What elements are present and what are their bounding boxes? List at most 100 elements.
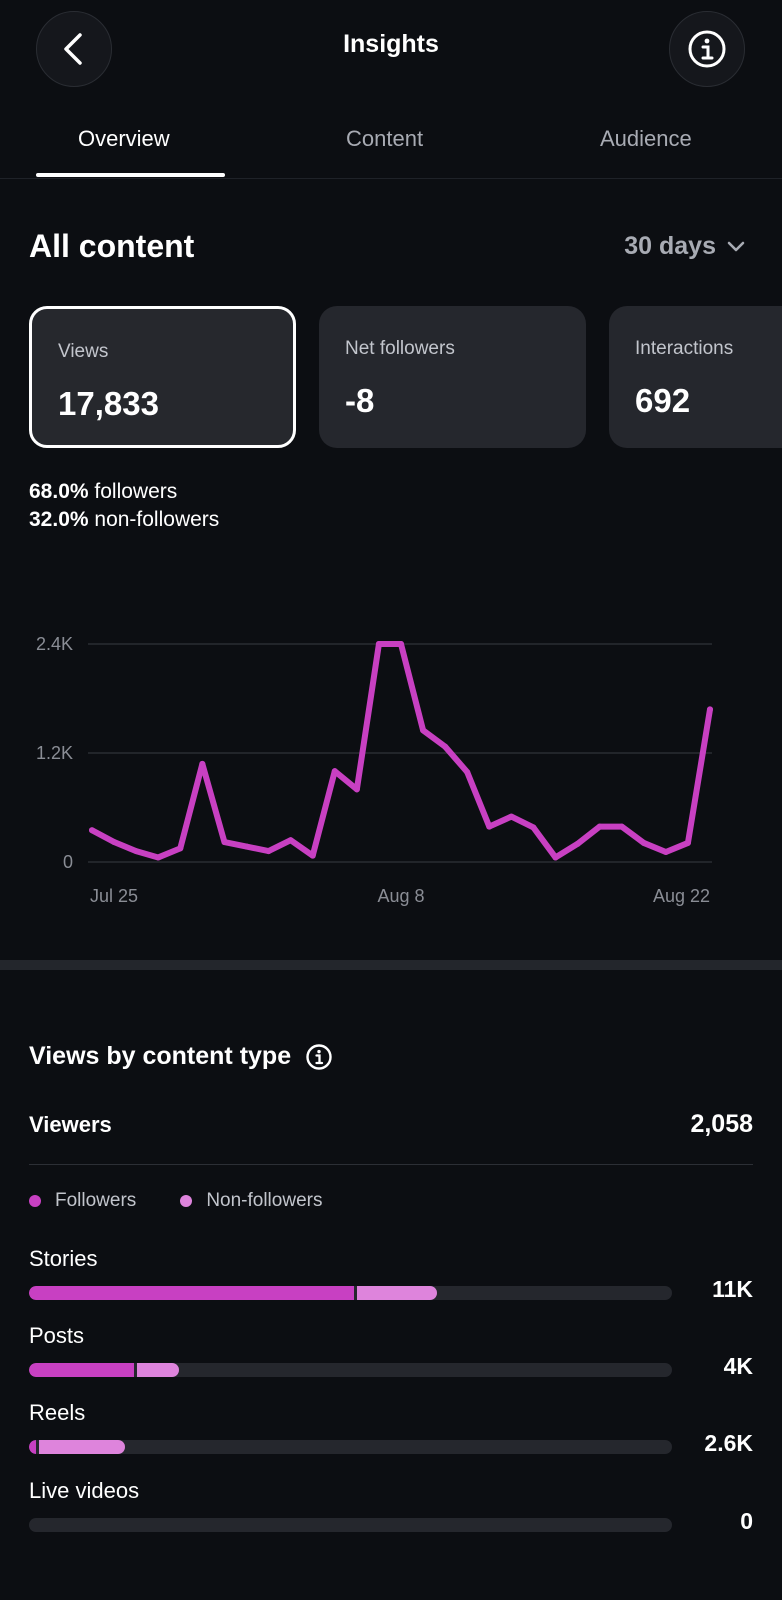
net-followers-card[interactable]: Net followers -8 [319,306,586,448]
info-icon[interactable] [305,1043,333,1071]
back-button[interactable] [36,11,112,87]
non-followers-dot-icon [180,1195,193,1207]
content-type-row-reels: Reels 2.6K [29,1400,753,1474]
data-point [552,854,559,861]
followers-dot-icon [29,1195,41,1207]
viewers-value: 2,058 [690,1110,753,1138]
content-type-label: Live videos [29,1478,140,1503]
y-tick-label: 0 [63,852,73,872]
data-point [442,743,449,750]
viewers-label: Viewers [29,1112,112,1137]
content-type-label: Reels [29,1400,86,1425]
tab-audience[interactable]: Audience [600,126,692,151]
info-button[interactable] [669,11,745,87]
data-point [177,845,184,852]
data-point [618,823,625,830]
card-label: Net followers [345,338,455,359]
card-value: 17,833 [58,385,159,422]
page-title: Insights [343,30,439,58]
data-point [265,848,272,855]
data-point [331,768,338,775]
data-point [375,641,382,647]
followers-line: 68.0% followers [29,478,219,506]
card-label: Interactions [635,338,734,359]
content-type-bar [29,1440,672,1454]
viewers-row: Viewers 2,058 [29,1108,753,1165]
content-type-bar [29,1518,672,1532]
legend-followers: Followers [29,1190,136,1212]
legend-non-followers: Non-followers [180,1190,322,1212]
non-followers-segment [136,1363,179,1377]
date-range-label: 30 days [624,232,716,260]
non-followers-line: 32.0% non-followers [29,506,219,534]
data-point [133,848,140,855]
chevron-down-icon [727,241,745,251]
chevron-left-icon [64,33,82,65]
data-point [111,839,118,846]
data-point [221,839,228,846]
card-value: -8 [345,382,375,419]
followers-split: 68.0% followers 32.0% non-followers [29,478,219,534]
legend-label: Non-followers [206,1190,323,1211]
followers-segment [29,1440,37,1454]
followers-segment [29,1363,134,1377]
x-tick-label: Aug 22 [653,886,710,906]
views-line-chart: 0 1.2K 2.4K Jul 25 Aug 8 Aug 22 [36,634,713,906]
chart-legend: Followers Non-followers [29,1190,322,1212]
data-point [640,839,647,846]
x-tick-label: Jul 25 [90,886,138,906]
content-type-value: 0 [740,1508,753,1534]
data-point [309,852,316,859]
content-type-label: Stories [29,1246,98,1271]
tab-overview[interactable]: Overview [78,126,170,151]
non-followers-percent: 32.0% [29,508,89,531]
card-label: Views [58,341,109,362]
data-point [530,824,537,831]
info-icon [688,30,726,68]
data-point [464,769,471,776]
card-value: 692 [635,382,691,419]
content-type-value: 2.6K [704,1430,753,1456]
tab-content[interactable]: Content [346,126,424,151]
content-type-label: Posts [29,1323,85,1348]
data-point [287,837,294,844]
non-followers-segment [356,1286,438,1300]
non-followers-text: non-followers [94,508,220,531]
followers-text: followers [94,480,178,503]
active-tab-indicator [36,173,225,177]
content-type-value: 11K [712,1276,753,1302]
data-point [596,823,603,830]
header-bar: Insights [0,0,782,100]
content-type-row-posts: Posts 4K [29,1323,753,1397]
section-title: All content [29,228,195,264]
data-point [508,813,515,820]
y-tick-label: 2.4K [36,634,73,654]
y-tick-label: 1.2K [36,743,73,763]
tab-bar: Overview Content Audience [0,110,782,179]
x-tick-label: Aug 8 [377,886,424,906]
data-point [155,854,162,861]
followers-segment [29,1286,354,1300]
data-point [89,827,95,834]
views-by-type-title: Views by content type [29,1042,292,1070]
data-point [662,849,669,856]
data-point [684,839,691,846]
content-type-value: 4K [723,1353,753,1379]
content-type-bar [29,1363,672,1377]
content-type-row-stories: Stories 11K [29,1246,753,1320]
views-series-line [89,641,713,861]
date-range-selector[interactable]: 30 days [624,232,746,261]
data-point [574,840,581,847]
data-point [199,760,206,767]
data-point [707,706,713,713]
views-card[interactable]: Views 17,833 [29,306,296,448]
followers-percent: 68.0% [29,480,89,503]
content-type-row-live-videos: Live videos 0 [29,1478,753,1552]
data-point [243,843,250,850]
content-type-bar [29,1286,672,1300]
data-point [398,641,404,647]
section-divider [0,960,782,970]
data-point [353,786,360,793]
views-by-type-heading: Views by content type [29,1042,333,1071]
interactions-card[interactable]: Interactions 692 [609,306,782,448]
